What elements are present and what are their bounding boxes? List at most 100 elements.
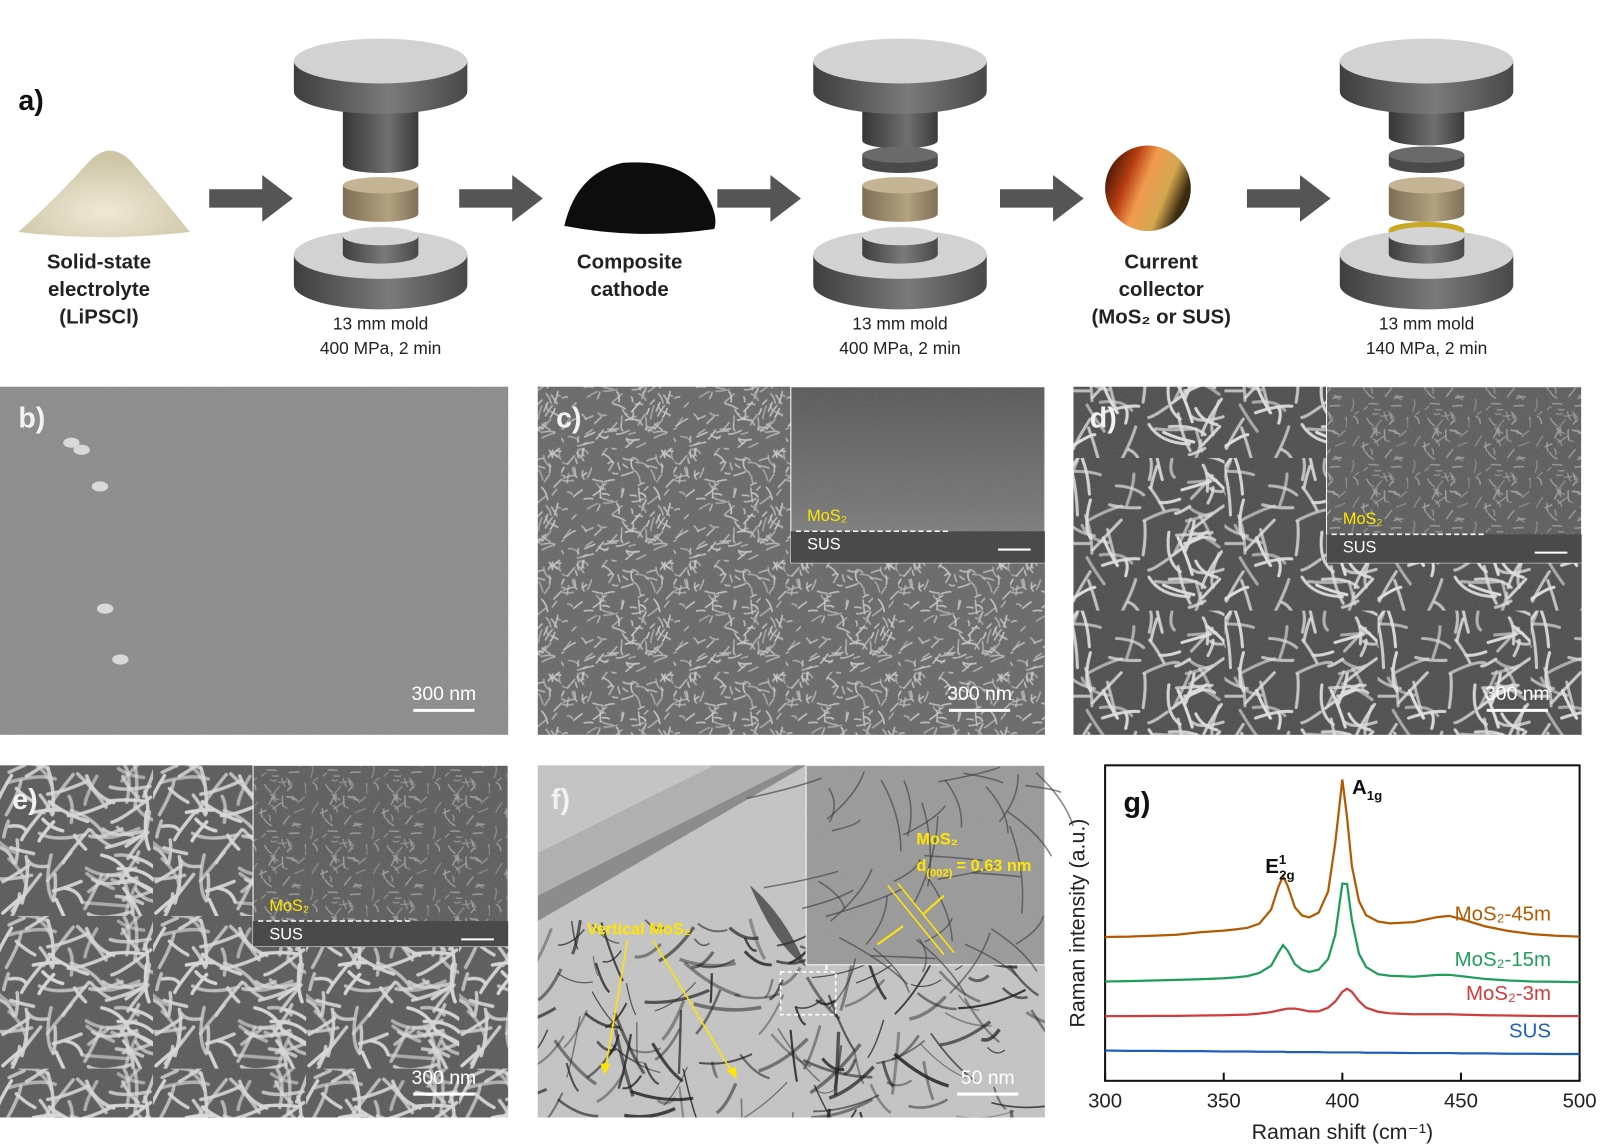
legend-label: MoS₂-15m (1455, 949, 1551, 971)
sheet (991, 1101, 1045, 1109)
speck (63, 437, 80, 448)
sheet (592, 956, 599, 977)
spectrum (1105, 1049, 1580, 1056)
sheet (695, 989, 722, 1035)
arrow (209, 175, 293, 222)
material-label: electrolyte (48, 279, 150, 301)
panel-label: e) (12, 784, 37, 816)
step-labels: Solid-state electrolyte (LiPSCl) Composite c… (47, 252, 1487, 358)
material-label: Composite (577, 252, 682, 274)
sheet (768, 979, 784, 1001)
mold (813, 38, 987, 310)
sheet (922, 1060, 935, 1101)
cylinder-top (1388, 146, 1465, 163)
cylinder-top (342, 177, 419, 194)
x-tick-label: 450 (1444, 1090, 1478, 1112)
peak-label: E1 2g (1265, 852, 1294, 882)
cylinder-top (862, 177, 938, 194)
sheet (827, 994, 857, 1053)
x-tick-label: 400 (1325, 1090, 1359, 1112)
speck (73, 444, 90, 455)
material-label: (LiPSCl) (59, 307, 138, 329)
sheet (557, 928, 585, 946)
x-tick-label: 300 (1088, 1090, 1122, 1112)
arrow (1000, 175, 1084, 222)
cylinder-top (1388, 177, 1465, 194)
tube (537, 765, 796, 896)
sheet (624, 1106, 676, 1118)
sheet (677, 1010, 683, 1074)
cylinder-top (1339, 38, 1514, 84)
sheet (625, 983, 637, 1016)
sheet (748, 918, 767, 961)
sheet (630, 1089, 694, 1102)
inset-label: MoS₂ (269, 897, 309, 915)
sheet (987, 1047, 1006, 1054)
legend-label: MoS₂-3m (1466, 983, 1551, 1005)
panel-label: f) (551, 784, 570, 816)
sheet (813, 1094, 880, 1113)
inset-noise (253, 765, 509, 947)
peak-symbol: A (1352, 777, 1367, 799)
peak-sub: 1g (1367, 788, 1382, 803)
cylinder-top (1388, 226, 1465, 246)
scale-label: 300 nm (412, 683, 477, 705)
annotation-arrows (604, 939, 736, 1078)
scale-label: 300 nm (947, 683, 1012, 705)
cylinder-side (1388, 185, 1465, 222)
mold-caption: 140 MPa, 2 min (1366, 338, 1487, 358)
sheet (828, 1065, 875, 1100)
material-label: (MoS₂ or SUS) (1092, 307, 1231, 329)
sheet (843, 1058, 857, 1076)
peak-symbol: E (1265, 856, 1279, 878)
sheet (734, 992, 782, 1000)
sheet (815, 998, 836, 1006)
sheet (678, 1086, 685, 1118)
sheet (980, 1028, 1001, 1042)
sheet (821, 1057, 845, 1072)
sheet (557, 972, 593, 984)
sheet (584, 1012, 621, 1029)
sheet (596, 1071, 626, 1104)
sheet (1009, 1109, 1014, 1118)
x-tick-label: 350 (1207, 1090, 1241, 1112)
sheet (1030, 1009, 1045, 1033)
sheet (556, 1098, 599, 1118)
sheet (683, 961, 741, 998)
sheet (881, 1060, 895, 1088)
sheet (778, 966, 802, 987)
sheet (853, 1053, 865, 1085)
x-axis-label: Raman shift (cm⁻¹) (1252, 1120, 1433, 1144)
sheet (691, 950, 715, 969)
sheet (643, 1062, 660, 1086)
sheet (565, 1062, 580, 1092)
sheet (802, 1025, 822, 1071)
sheet (850, 1109, 858, 1118)
spacing-symbol: d (916, 857, 926, 875)
arrow (459, 175, 543, 222)
micrographs: MoS₂ SUS MoS₂ SUS MoS₂ SUS MoS₂ d(002) = 0.63 nm… (0, 386, 1583, 1118)
panel-label: d) (1090, 402, 1117, 434)
sheet (651, 1042, 684, 1083)
sheet (634, 942, 662, 959)
mold (293, 38, 468, 310)
cylinder-top (293, 38, 468, 84)
sheet (758, 1037, 809, 1073)
sheet (610, 1043, 645, 1064)
sheet (958, 994, 980, 1011)
scale-label: 300 nm (1485, 683, 1550, 705)
sheet (894, 962, 933, 1015)
panel-label: a) (18, 85, 43, 117)
spectrum (1105, 779, 1580, 939)
sheet (958, 988, 1026, 1010)
sheet (537, 927, 553, 963)
sheet (566, 1016, 581, 1078)
plot-frame (1104, 764, 1581, 1082)
sheet (644, 988, 710, 1004)
sheet (764, 978, 774, 999)
tem-content (537, 765, 1045, 1118)
speck (112, 654, 129, 665)
panel-label: b) (18, 402, 45, 434)
sheet (644, 919, 667, 930)
